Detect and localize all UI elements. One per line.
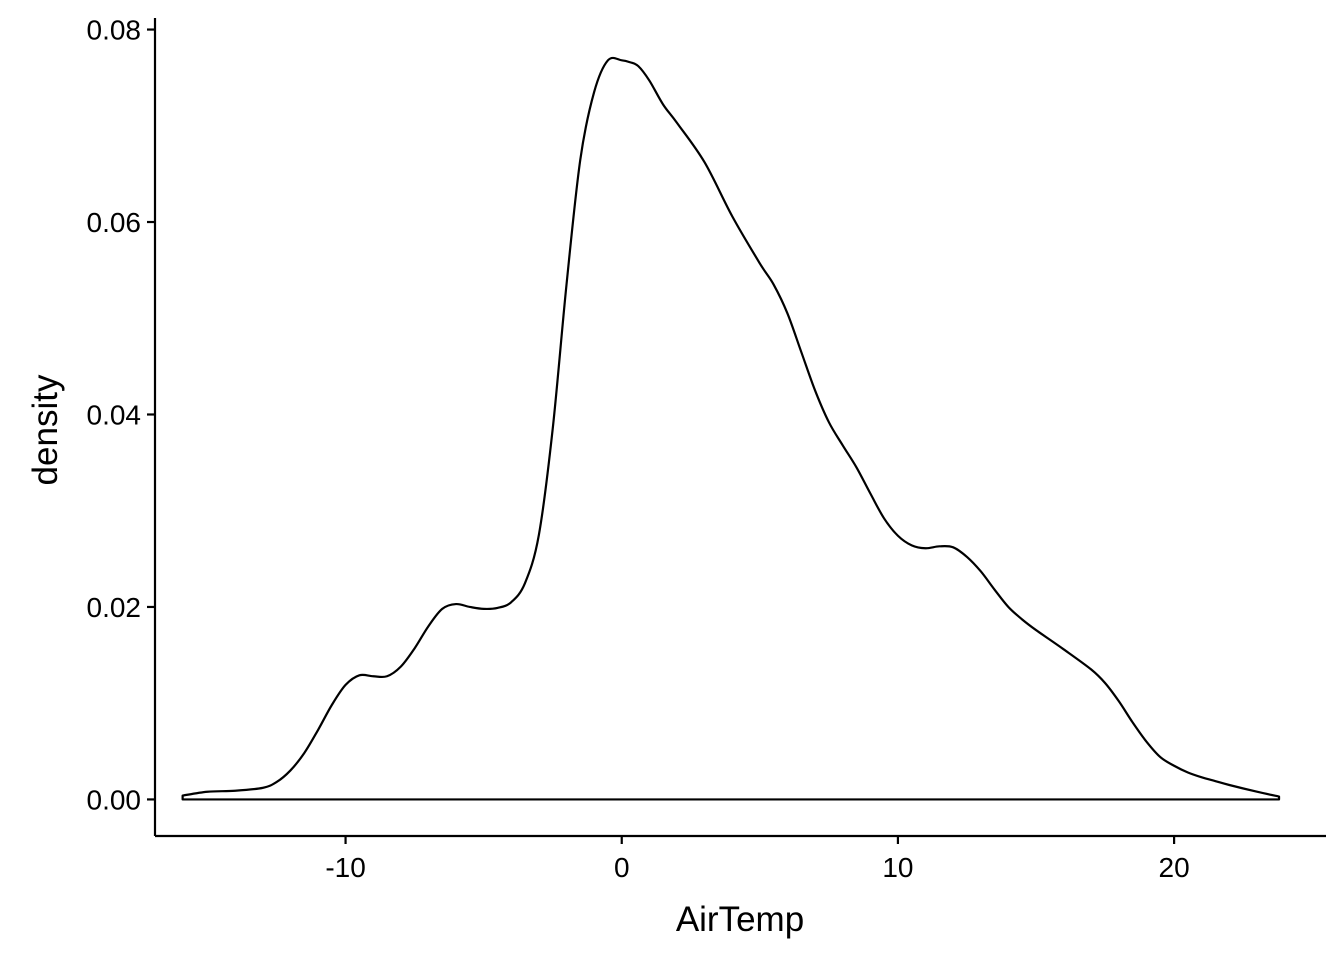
x-tick-label: 20 bbox=[1159, 852, 1190, 883]
density-curve bbox=[181, 56, 1281, 801]
x-axis-title: AirTemp bbox=[676, 900, 804, 939]
y-tick-label: 0.06 bbox=[87, 207, 142, 238]
y-tick-label: 0.00 bbox=[87, 784, 142, 815]
x-tick-label: -10 bbox=[325, 852, 365, 883]
x-tick-label: 0 bbox=[614, 852, 630, 883]
axes-layer: 0.00 0.02 0.04 0.06 0.08 -10 0 10 20 bbox=[87, 15, 1326, 883]
y-axis-title: density bbox=[26, 374, 65, 485]
y-tick-label: 0.02 bbox=[87, 592, 142, 623]
y-tick-label: 0.08 bbox=[87, 15, 142, 46]
curve-layer bbox=[181, 56, 1281, 801]
y-tick-label: 0.04 bbox=[87, 399, 142, 430]
x-tick-label: 10 bbox=[882, 852, 913, 883]
